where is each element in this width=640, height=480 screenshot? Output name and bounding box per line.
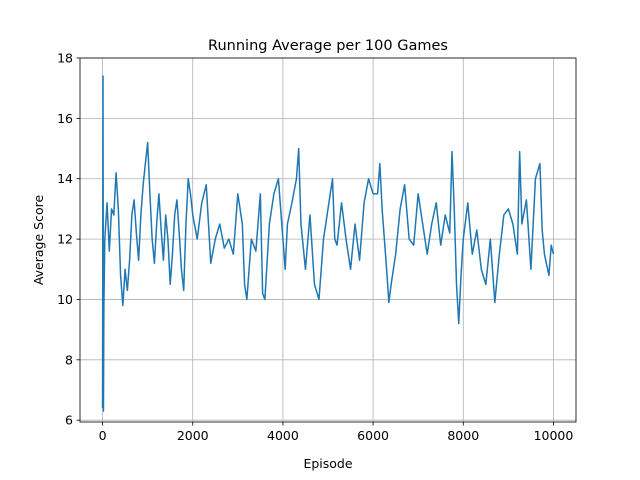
y-tick-label: 18 xyxy=(57,51,73,66)
x-tick-label: 2000 xyxy=(177,428,209,443)
y-tick-label: 16 xyxy=(57,111,73,126)
y-tick-label: 14 xyxy=(57,171,73,186)
y-tick-label: 10 xyxy=(57,292,73,307)
x-axis-label: Episode xyxy=(303,456,352,471)
x-tick-label: 8000 xyxy=(447,428,479,443)
y-axis-label: Average Score xyxy=(31,195,46,286)
x-tick-label: 10000 xyxy=(534,428,574,443)
x-tick-label: 6000 xyxy=(357,428,389,443)
x-tick-label: 4000 xyxy=(267,428,299,443)
chart-title: Running Average per 100 Games xyxy=(208,38,448,54)
axes-frame xyxy=(79,57,577,423)
x-tick-label: 0 xyxy=(99,428,107,443)
y-tick-label: 8 xyxy=(65,352,73,367)
y-tick-label: 6 xyxy=(65,413,73,428)
data-line xyxy=(101,75,555,412)
y-tick-label: 12 xyxy=(57,232,73,247)
